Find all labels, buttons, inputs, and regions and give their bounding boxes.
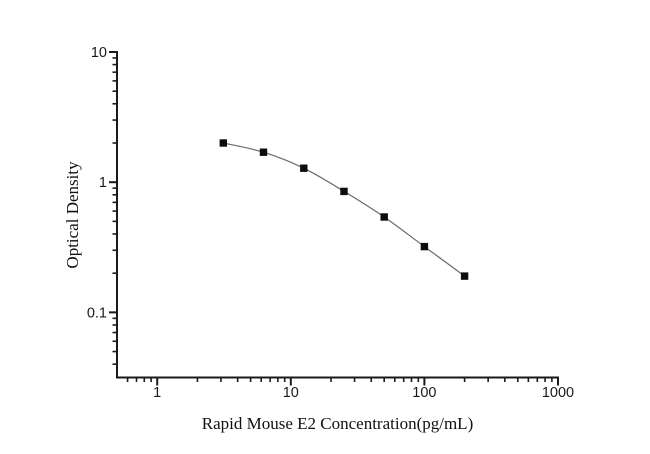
x-tick-label: 1 [153, 385, 161, 401]
data-point-marker [420, 242, 429, 251]
data-point-marker [300, 164, 308, 172]
x-tick-label: 100 [412, 385, 436, 401]
data-point-marker [259, 148, 268, 156]
y-axis-title: Optical Density [63, 161, 82, 269]
data-point-marker [219, 139, 227, 147]
data-point-marker [460, 272, 469, 280]
y-tick-label: 0.1 [87, 305, 107, 321]
x-tick-label: 10 [283, 385, 299, 401]
x-axis-title: Rapid Mouse E2 Concentration(pg/mL) [201, 414, 474, 433]
y-tick-label: 1 [99, 175, 107, 191]
y-tick-label: 10 [91, 45, 107, 61]
data-point-marker [380, 213, 388, 221]
data-point-marker [340, 187, 348, 196]
x-tick-label: 1000 [542, 385, 574, 401]
standard-curve-line [223, 142, 465, 277]
